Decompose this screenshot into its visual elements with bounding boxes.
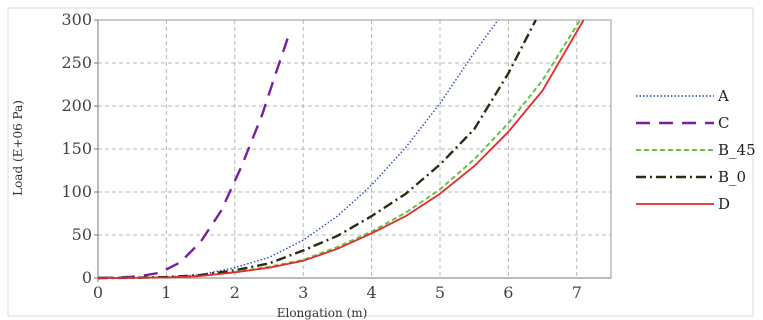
legend-label-b_0: B_0	[718, 168, 746, 186]
legend-label-d: D	[718, 195, 730, 213]
x-tick-label: 0	[93, 283, 103, 302]
legend-label-c: C	[718, 114, 729, 132]
y-ticks: 0 50 100 150 200 250 300	[61, 10, 98, 287]
chart-frame	[7, 7, 754, 317]
series-line-b_45	[98, 19, 582, 279]
x-tick-label: 3	[298, 283, 308, 302]
y-tick-label: 300	[61, 10, 92, 29]
legend: AC B_45 B_0 D	[636, 87, 756, 213]
x-ticks: 0 1 2 3 4 5 6 7	[93, 283, 582, 302]
legend-label-a: A	[717, 87, 729, 105]
series-layer	[98, 19, 585, 280]
y-tick-label: 50	[72, 225, 92, 244]
x-tick-label: 5	[435, 283, 445, 302]
y-tick-label: 200	[61, 96, 92, 115]
series-line-d	[98, 19, 585, 279]
series-line-a	[98, 19, 499, 279]
y-tick-label: 0	[82, 268, 92, 287]
y-tick-label: 250	[61, 53, 92, 72]
y-axis-title: Load (E+06 Pa)	[11, 100, 25, 196]
legend-label-b_45: B_45	[718, 141, 756, 159]
x-axis-title: Elongation (m)	[277, 306, 368, 320]
x-tick-label: 6	[503, 283, 513, 302]
y-tick-label: 150	[61, 139, 92, 158]
x-tick-label: 1	[161, 283, 171, 302]
x-tick-label: 4	[367, 283, 377, 302]
x-tick-label: 2	[230, 283, 240, 302]
x-tick-label: 7	[572, 283, 582, 302]
y-tick-label: 100	[61, 182, 92, 201]
